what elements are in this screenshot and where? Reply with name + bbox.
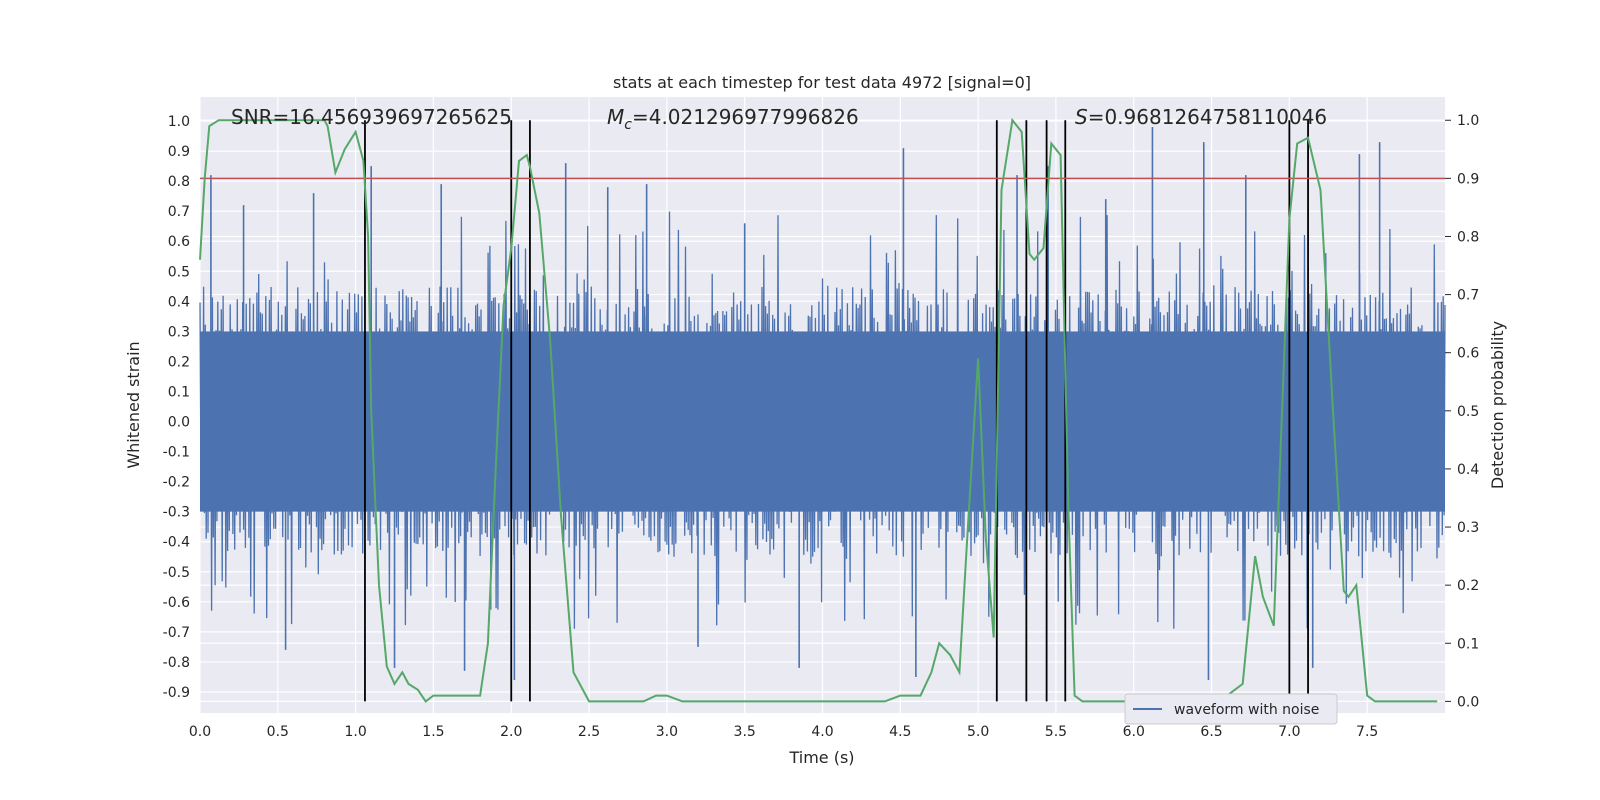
x-tick-label: 2.5	[578, 724, 600, 740]
s-symbol: S	[1075, 105, 1088, 129]
y-left-tick-label: 0.7	[168, 204, 190, 220]
x-tick-label: 3.5	[734, 724, 756, 740]
y-left-tick-label: 1.0	[168, 114, 190, 130]
chirp-mass-subscript: c	[624, 117, 632, 133]
y-left-tick-label: 0.1	[168, 384, 190, 400]
chart-title: stats at each timestep for test data 497…	[613, 73, 1031, 92]
chirp-mass-value: =4.021296977996826	[632, 105, 859, 129]
s-annotation: S=0.9681264758110046	[1075, 105, 1327, 129]
detection-probability-line	[199, 117, 1438, 703]
x-tick-label: 4.5	[889, 724, 911, 740]
y-right-tick-label: 1.0	[1457, 113, 1479, 129]
x-axis-label: Time (s)	[788, 748, 854, 767]
chirp-mass-symbol: M	[607, 105, 624, 129]
y-left-tick-label: 0.5	[168, 264, 190, 280]
snr-annotation: SNR=16.456939697265625	[231, 105, 512, 129]
waveform-series	[199, 127, 1446, 680]
x-tick-label: 2.0	[500, 724, 522, 740]
x-tick-label: 6.5	[1200, 724, 1222, 740]
x-tick-label: 0.0	[189, 724, 211, 740]
x-tick-labels: 0.0 0.5 1.0 1.5 2.0 2.5 3.0 3.5 4.0 4.5 5.0 5.5 6.0 6…	[189, 724, 1378, 740]
y-left-tick-label: -0.9	[163, 685, 190, 701]
legend: waveform with noise	[1124, 693, 1338, 725]
y-right-tick-label: 0.9	[1457, 171, 1479, 187]
y-right-tick-label: 0.0	[1457, 694, 1479, 710]
x-tick-label: 6.0	[1123, 724, 1145, 740]
x-tick-label: 5.5	[1045, 724, 1067, 740]
y-left-tick-label: 0.6	[168, 234, 190, 250]
x-tick-label: 7.0	[1278, 724, 1300, 740]
waveform-band	[200, 331, 1445, 512]
x-tick-label: 7.5	[1356, 724, 1378, 740]
y-right-tick-label: 0.3	[1457, 520, 1479, 536]
y-right-tick-label: 0.7	[1457, 288, 1479, 304]
chirp-mass-annotation: Mc=4.021296977996826	[607, 105, 859, 133]
y-left-tick-label: 0.3	[168, 324, 190, 340]
legend-label: waveform with noise	[1174, 702, 1319, 718]
y-left-tick-label: -0.5	[163, 565, 190, 581]
y-left-tick-label: 0.2	[168, 354, 190, 370]
y-right-tick-label: 0.6	[1457, 346, 1479, 362]
x-tick-label: 5.0	[967, 724, 989, 740]
y-left-tick-label: -0.2	[163, 475, 190, 491]
y-left-tick-label: -0.1	[163, 445, 190, 461]
x-tick-label: 1.5	[422, 724, 444, 740]
y-right-tick-label: 0.2	[1457, 578, 1479, 594]
y-left-tick-label: -0.4	[163, 535, 190, 551]
x-tick-label: 3.0	[656, 724, 678, 740]
x-tick-label: 4.0	[811, 724, 833, 740]
y-left-tick-label: -0.7	[163, 625, 190, 641]
y-left-axis-label: Whitened strain	[124, 341, 143, 468]
y-left-tick-label: -0.8	[163, 655, 190, 671]
legend-box	[1124, 693, 1338, 725]
y-right-tick-labels: 1.0 0.9 0.8 0.7 0.6 0.5 0.4 0.3 0.2 0.1 0.0	[1445, 113, 1479, 710]
y-right-tick-label: 0.4	[1457, 462, 1479, 478]
y-left-tick-label: 0.9	[168, 144, 190, 160]
x-tick-label: 0.5	[267, 724, 289, 740]
y-left-tick-label: 0.4	[168, 294, 190, 310]
y-left-tick-label: 0.8	[168, 174, 190, 190]
s-value: =0.9681264758110046	[1088, 105, 1327, 129]
y-right-axis-label: Detection probability	[1488, 321, 1507, 489]
y-right-tick-label: 0.8	[1457, 229, 1479, 245]
y-left-tick-label: -0.6	[163, 595, 190, 611]
y-left-tick-label: 0.0	[168, 415, 190, 431]
y-right-tick-label: 0.5	[1457, 404, 1479, 420]
y-left-tick-label: -0.3	[163, 505, 190, 521]
x-tick-label: 1.0	[344, 724, 366, 740]
y-left-tick-labels: 1.0 0.9 0.8 0.7 0.6 0.5 0.4 0.3 0.2 0.1 0.0 -0.1 -0.…	[163, 114, 190, 701]
y-right-tick-label: 0.1	[1457, 636, 1479, 652]
